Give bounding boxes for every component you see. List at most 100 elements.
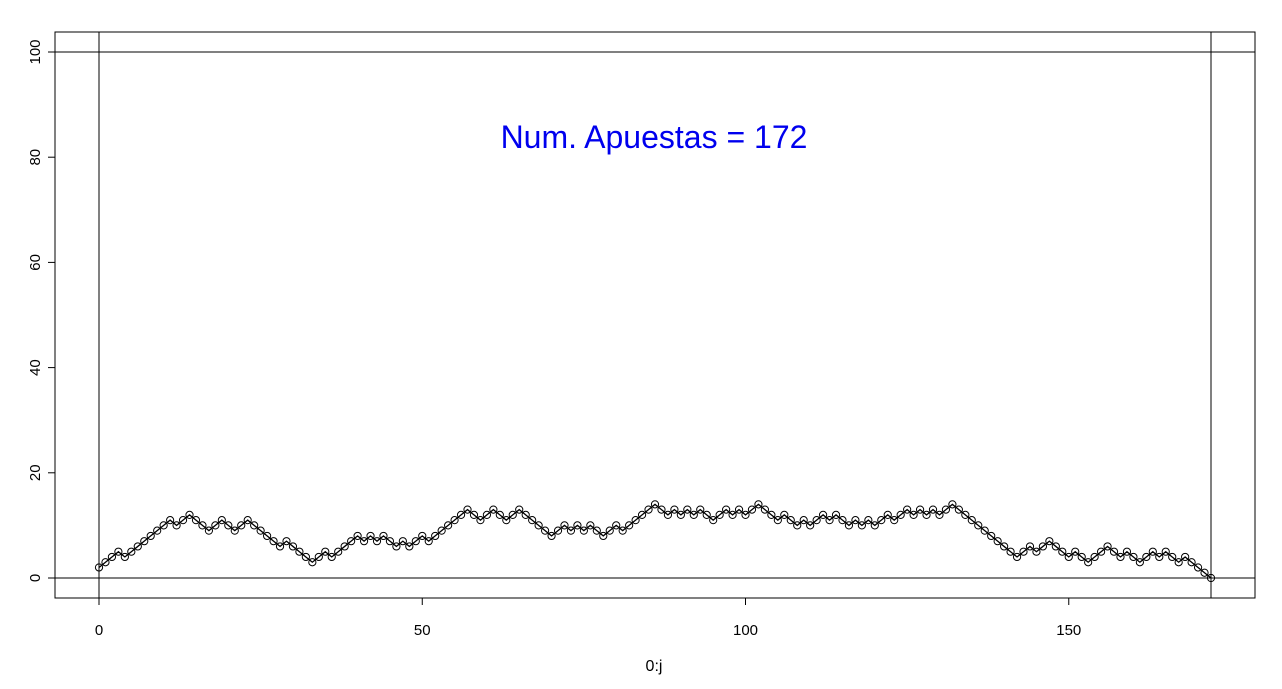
data-point-135 xyxy=(967,516,976,525)
data-point-4 xyxy=(120,552,129,562)
data-point-25 xyxy=(256,526,265,535)
data-point-94 xyxy=(702,510,711,519)
data-point-53 xyxy=(437,526,446,535)
y-tick-label-20: 20 xyxy=(27,464,44,481)
data-point-126 xyxy=(909,510,918,519)
data-point-158 xyxy=(1116,552,1125,562)
data-point-139 xyxy=(993,537,1002,546)
data-point-5 xyxy=(127,547,136,556)
data-point-28 xyxy=(275,542,285,551)
data-point-8 xyxy=(146,531,155,541)
data-point-20 xyxy=(224,521,233,530)
data-point-130 xyxy=(935,510,944,519)
data-point-141 xyxy=(1006,547,1015,556)
data-point-107 xyxy=(786,516,795,525)
data-point-83 xyxy=(631,516,640,525)
data-point-54 xyxy=(444,521,453,530)
data-point-27 xyxy=(269,537,278,546)
data-point-149 xyxy=(1058,547,1067,556)
data-point-114 xyxy=(831,510,841,519)
data-point-51 xyxy=(424,537,433,546)
data-point-22 xyxy=(237,521,246,530)
data-point-91 xyxy=(683,505,692,514)
data-point-89 xyxy=(670,505,679,514)
data-point-0 xyxy=(94,563,104,572)
data-point-167 xyxy=(1174,558,1183,567)
data-point-145 xyxy=(1032,547,1041,556)
data-point-156 xyxy=(1103,542,1112,551)
data-point-169 xyxy=(1187,558,1196,567)
data-point-6 xyxy=(133,542,142,551)
data-point-148 xyxy=(1051,542,1060,551)
data-point-95 xyxy=(709,516,718,525)
data-point-140 xyxy=(1000,542,1009,551)
data-point-47 xyxy=(398,537,407,546)
data-point-87 xyxy=(657,505,666,514)
data-point-97 xyxy=(722,505,731,514)
data-point-69 xyxy=(540,526,550,535)
data-point-104 xyxy=(767,510,776,519)
annotation-text: Num. Apuestas = 172 xyxy=(501,119,808,155)
data-point-143 xyxy=(1019,547,1028,556)
data-point-10 xyxy=(159,521,168,530)
data-point-92 xyxy=(689,510,698,519)
data-point-32 xyxy=(301,552,310,562)
data-point-99 xyxy=(734,505,744,514)
data-point-103 xyxy=(760,505,770,514)
data-point-116 xyxy=(844,521,854,530)
data-point-19 xyxy=(217,516,226,525)
data-point-21 xyxy=(230,526,239,535)
data-point-60 xyxy=(482,510,492,519)
data-point-79 xyxy=(605,526,614,535)
data-point-117 xyxy=(851,516,860,525)
data-point-58 xyxy=(469,510,479,519)
data-point-72 xyxy=(560,521,569,530)
data-point-68 xyxy=(534,521,543,530)
data-point-172 xyxy=(1206,573,1216,583)
data-point-170 xyxy=(1193,563,1203,572)
data-point-124 xyxy=(896,510,905,519)
data-point-157 xyxy=(1109,547,1119,556)
data-point-171 xyxy=(1200,568,1209,577)
data-point-30 xyxy=(288,542,298,551)
data-point-137 xyxy=(980,526,989,535)
data-point-147 xyxy=(1045,537,1054,546)
reference-lines xyxy=(55,32,1255,598)
data-point-43 xyxy=(372,537,382,546)
data-point-127 xyxy=(915,505,925,514)
data-point-165 xyxy=(1161,547,1170,556)
data-point-115 xyxy=(838,516,847,525)
data-point-118 xyxy=(857,521,866,530)
data-point-146 xyxy=(1038,542,1048,551)
data-point-129 xyxy=(928,505,938,514)
data-point-45 xyxy=(385,537,395,546)
data-point-84 xyxy=(637,510,647,519)
data-point-31 xyxy=(295,547,304,556)
data-point-168 xyxy=(1181,552,1190,562)
data-point-110 xyxy=(806,521,815,530)
data-point-12 xyxy=(172,521,181,530)
data-point-163 xyxy=(1148,547,1157,556)
data-point-122 xyxy=(883,510,892,519)
data-point-14 xyxy=(185,510,194,519)
data-point-88 xyxy=(663,510,673,519)
data-point-96 xyxy=(715,510,724,519)
data-point-29 xyxy=(282,537,291,546)
data-point-159 xyxy=(1122,547,1132,556)
data-point-102 xyxy=(754,500,763,509)
data-point-57 xyxy=(463,505,472,514)
data-point-13 xyxy=(178,516,188,525)
data-point-3 xyxy=(114,547,123,556)
data-point-55 xyxy=(450,516,459,525)
data-point-64 xyxy=(508,510,517,519)
data-point-77 xyxy=(592,526,601,535)
data-point-52 xyxy=(431,531,440,541)
data-point-123 xyxy=(890,516,899,525)
data-point-9 xyxy=(153,526,162,535)
data-point-11 xyxy=(166,516,175,525)
data-point-128 xyxy=(922,510,931,519)
data-point-17 xyxy=(204,526,214,535)
data-point-108 xyxy=(793,521,802,530)
